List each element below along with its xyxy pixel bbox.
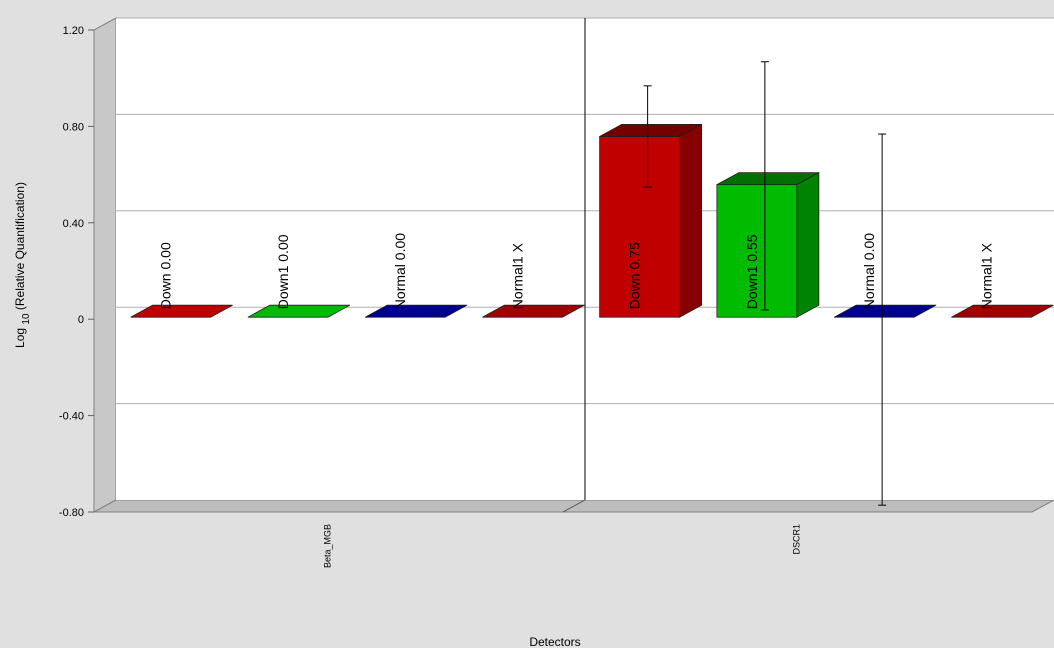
bar-labels: Down 0.00 Down 0.75 Down1 0.00 Down1 0.55 No… (158, 233, 995, 309)
bar-down1 (716, 171, 820, 318)
x-tick-label: Beta_MGB (323, 524, 333, 568)
bar-side (679, 123, 703, 318)
y-axis-label: Log 10 (Relative Quantification) (13, 182, 32, 348)
bar-down1 (247, 304, 351, 318)
bar-flat (833, 304, 937, 318)
y-axis-label-rest: (Relative Quantification) (13, 182, 27, 310)
bar-side (796, 171, 820, 318)
bar-down (599, 123, 703, 318)
error-bars (643, 61, 887, 506)
bar-label: Down1 0.00 (275, 234, 291, 309)
y-axis-label-sub: 10 (21, 313, 32, 325)
bar-flat (130, 304, 233, 318)
bar-down (130, 304, 233, 318)
y-tick-label: 0.80 (63, 121, 84, 133)
bar-flat (247, 304, 351, 318)
category-divider-floor (562, 499, 586, 513)
x-tick-label: DSCR1 (792, 524, 802, 555)
left-wall (93, 17, 117, 513)
error-bar (643, 85, 652, 188)
error-bar (760, 61, 769, 311)
bar-label: Down 0.00 (158, 242, 174, 309)
bar-label: Normal1 X (509, 242, 525, 309)
y-tick-label: -0.40 (59, 411, 84, 423)
bar-front (599, 136, 681, 318)
bar-normal (364, 304, 468, 318)
bar-flat (951, 304, 1054, 318)
bar-label: Normal 0.00 (861, 233, 877, 309)
bar-flat (364, 304, 468, 318)
bar-front (716, 184, 798, 318)
bar-label: Down 0.75 (627, 242, 643, 309)
error-bar (878, 133, 887, 506)
bar-normal1 (482, 304, 585, 318)
bar-label: Normal 0.00 (392, 233, 408, 309)
bars (130, 123, 1054, 318)
x-tick-labels: Beta_MGB DSCR1 (323, 524, 802, 568)
y-ticks: 1.20 0.80 0.40 0 -0.40 -0.80 (59, 25, 94, 519)
y-tick-label: -0.80 (59, 507, 84, 519)
bar-normal (833, 304, 937, 318)
category-dividers (562, 18, 586, 513)
y-tick-label: 0.40 (63, 218, 84, 230)
bar-flat (482, 304, 585, 318)
bar-label: Normal1 X (978, 242, 994, 309)
x-axis-label: Detectors (529, 635, 580, 648)
y-tick-label: 0 (78, 314, 84, 326)
bar-label: Down1 0.55 (744, 234, 760, 309)
y-axis-label-main: Log (13, 328, 27, 348)
bar-normal1 (951, 304, 1054, 318)
y-tick-label: 1.20 (63, 25, 84, 37)
